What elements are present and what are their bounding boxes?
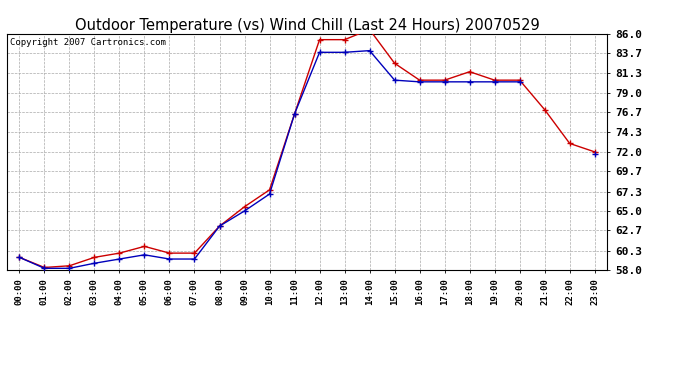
Title: Outdoor Temperature (vs) Wind Chill (Last 24 Hours) 20070529: Outdoor Temperature (vs) Wind Chill (Las… xyxy=(75,18,540,33)
Text: Copyright 2007 Cartronics.com: Copyright 2007 Cartronics.com xyxy=(10,39,166,48)
